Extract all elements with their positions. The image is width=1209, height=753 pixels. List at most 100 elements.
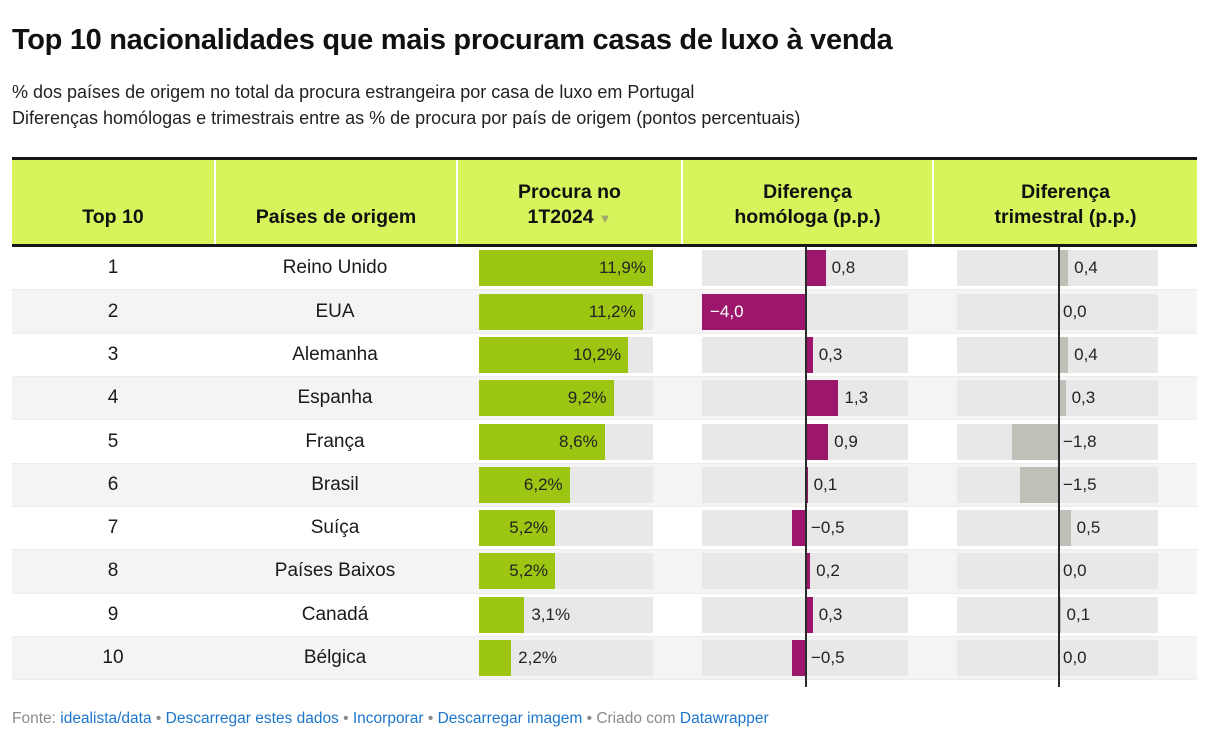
trimestral-bar xyxy=(1058,336,1069,373)
procura-cell: 3,1% xyxy=(456,594,681,636)
footer-link-download-data[interactable]: Descarregar estes dados xyxy=(165,710,339,728)
procura-cell: 5,2% xyxy=(456,550,681,592)
trimestral-cell: 0,5 xyxy=(932,507,1197,549)
trimestral-bar-track: −1,5 xyxy=(957,466,1158,503)
procura-bar xyxy=(479,250,653,287)
homologa-value-label: 0,3 xyxy=(818,344,843,364)
rank-cell: 4 xyxy=(107,387,119,409)
procura-cell: 2,2% xyxy=(456,637,681,679)
procura-bar-track: 8,6% xyxy=(479,423,653,460)
procura-bar xyxy=(479,423,605,460)
country-cell: França xyxy=(305,430,365,452)
data-table: Top 10 Países de origem Procura no 1T202… xyxy=(12,157,1197,688)
procura-value-label: 5,2% xyxy=(509,561,549,581)
trimestral-cell: 0,3 xyxy=(932,377,1197,419)
country-cell: Espanha xyxy=(297,387,373,409)
trimestral-cell: 0,0 xyxy=(932,290,1197,332)
table-row: 2 EUA 11,2% −4,0 0,0 xyxy=(12,290,1197,334)
trimestral-value-label: 0,0 xyxy=(1063,561,1087,581)
procura-bar xyxy=(479,380,614,417)
procura-bar-track: 11,2% xyxy=(479,293,653,330)
homologa-value-label: 0,3 xyxy=(818,604,843,624)
procura-bar-track: 9,2% xyxy=(479,380,653,417)
homologa-bar xyxy=(702,293,805,330)
column-header-paises-de-origem[interactable]: Países de origem xyxy=(214,160,456,245)
chart-subtitle-line-1: % dos países de origem no total da procu… xyxy=(12,82,695,102)
footer-link-embed[interactable]: Incorporar xyxy=(352,710,424,728)
procura-value-label: 5,2% xyxy=(509,518,549,538)
column-header-diferenca-homologa[interactable]: Diferença homóloga (p.p.) xyxy=(681,160,932,245)
footer-text: • xyxy=(151,710,166,728)
table-row: 1 Reino Unido 11,9% 0,8 0,4 xyxy=(12,247,1197,291)
procura-value-label: 11,9% xyxy=(599,258,646,278)
homologa-bar xyxy=(805,380,839,417)
trimestral-value-label: 0,3 xyxy=(1071,388,1096,408)
table-row: 8 Países Baixos 5,2% 0,2 0,0 xyxy=(12,550,1197,594)
country-cell: Países Baixos xyxy=(274,560,396,582)
homologa-value-label: 0,8 xyxy=(831,258,856,278)
rank-cell: 1 xyxy=(107,257,119,279)
trimestral-bar-track: −1,8 xyxy=(957,423,1158,460)
homologa-bar xyxy=(805,423,829,460)
country-cell: Bélgica xyxy=(303,647,367,668)
country-cell: Reino Unido xyxy=(282,257,388,279)
trimestral-bar xyxy=(1020,466,1058,503)
rank-cell: 3 xyxy=(107,343,119,365)
column-header-top10[interactable]: Top 10 xyxy=(82,206,144,229)
trimestral-value-label: 0,1 xyxy=(1066,604,1091,624)
procura-bar-track: 3,1% xyxy=(479,596,653,633)
country-cell: EUA xyxy=(315,300,355,322)
table-header-row: Top 10 Países de origem Procura no 1T202… xyxy=(12,157,1197,248)
footer-link-download-image[interactable]: Descarregar imagem xyxy=(437,710,583,728)
trimestral-bar xyxy=(1012,423,1058,460)
procura-bar xyxy=(479,293,643,330)
trimestral-value-label: −1,5 xyxy=(1063,474,1097,494)
column-header-procura-1t2024[interactable]: Procura no 1T2024 ▼ xyxy=(456,160,681,245)
homologa-value-label: −0,5 xyxy=(811,648,845,667)
trimestral-bar xyxy=(1058,250,1069,287)
trimestral-zero-axis-line xyxy=(1058,247,1060,688)
column-header-diferenca-trimestral[interactable]: Diferença trimestral (p.p.) xyxy=(932,160,1197,245)
trimestral-bar-track: 0,1 xyxy=(957,596,1158,633)
procura-cell: 5,2% xyxy=(456,507,681,549)
procura-bar-track: 5,2% xyxy=(479,553,653,590)
homologa-bar xyxy=(805,336,813,373)
procura-cell: 11,9% xyxy=(456,247,681,289)
procura-value-label: 8,6% xyxy=(559,431,598,451)
homologa-bar xyxy=(805,250,826,287)
table-row: 7 Suíça 5,2% −0,5 0,5 xyxy=(12,506,1197,551)
rank-cell: 6 xyxy=(107,473,119,495)
procura-bar-track: 10,2% xyxy=(479,336,653,373)
trimestral-bar-track: 0,5 xyxy=(957,510,1158,547)
trimestral-cell: 0,0 xyxy=(932,550,1197,592)
table-row: 9 Canadá 3,1% 0,3 0,1 xyxy=(12,593,1197,637)
procura-bar xyxy=(479,466,570,503)
trimestral-value-label: 0,0 xyxy=(1063,648,1087,667)
footer-text: Fonte: xyxy=(12,710,61,728)
trimestral-bar-track: 0,0 xyxy=(957,293,1158,330)
procura-bar-track: 5,2% xyxy=(479,510,653,547)
trimestral-value-label: 0,0 xyxy=(1063,301,1087,321)
country-cell: Canadá xyxy=(301,603,369,625)
trimestral-value-label: 0,4 xyxy=(1074,344,1098,364)
trimestral-cell: 0,4 xyxy=(932,247,1197,289)
trimestral-cell: 0,4 xyxy=(932,334,1197,376)
procura-cell: 8,6% xyxy=(456,420,681,462)
homologa-bar xyxy=(792,510,805,547)
procura-bar xyxy=(479,510,556,547)
trimestral-value-label: −1,8 xyxy=(1063,431,1097,451)
homologa-value-label: 0,2 xyxy=(816,561,840,581)
trimestral-cell: 0,1 xyxy=(932,594,1197,636)
footer-link-datawrapper[interactable]: Datawrapper xyxy=(679,710,769,728)
rank-cell: 10 xyxy=(102,647,124,668)
table-row: 6 Brasil 6,2% 0,1 −1,5 xyxy=(12,463,1197,507)
rank-cell: 8 xyxy=(107,560,119,582)
procura-value-label: 2,2% xyxy=(518,648,557,667)
homologa-bar xyxy=(792,640,805,676)
procura-bar xyxy=(479,596,525,633)
table-row: 5 França 8,6% 0,9 −1,8 xyxy=(12,420,1197,464)
footer-text: • xyxy=(423,710,438,728)
rank-cell: 7 xyxy=(107,517,119,539)
footer-link-idealista-data[interactable]: idealista/data xyxy=(60,710,152,728)
procura-value-label: 3,1% xyxy=(531,604,571,624)
